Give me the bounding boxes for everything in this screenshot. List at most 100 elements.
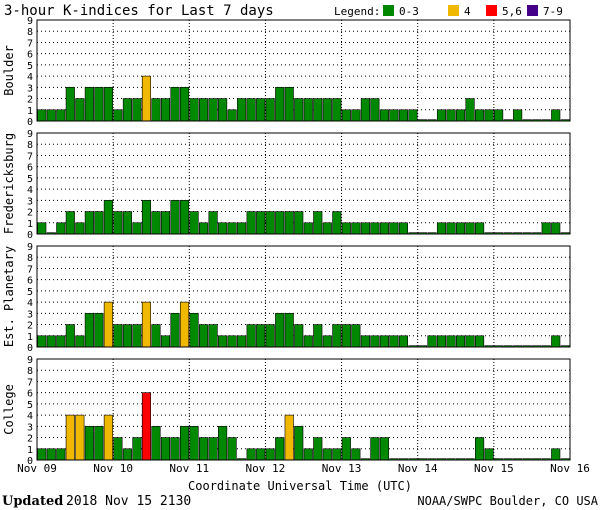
k-index-bar bbox=[65, 211, 75, 235]
k-index-bar bbox=[275, 211, 285, 235]
k-index-bar bbox=[132, 437, 142, 461]
k-index-bar bbox=[341, 109, 351, 122]
k-index-bar bbox=[103, 87, 113, 122]
k-index-bar bbox=[189, 211, 199, 235]
k-index-bar bbox=[484, 109, 494, 122]
k-index-bar bbox=[284, 313, 294, 348]
k-index-bar bbox=[551, 448, 561, 461]
k-index-bar bbox=[303, 222, 313, 235]
k-index-bar bbox=[122, 98, 132, 122]
k-index-bar bbox=[313, 211, 323, 235]
y-tick-label: 7 bbox=[27, 151, 33, 162]
legend-swatch bbox=[448, 5, 459, 16]
y-tick-label: 9 bbox=[27, 242, 33, 253]
k-index-bar bbox=[465, 98, 475, 122]
panel-label: Boulder bbox=[2, 45, 16, 96]
y-tick-label: 0 bbox=[27, 230, 33, 241]
k-index-bar bbox=[218, 335, 228, 348]
k-index-bar bbox=[313, 324, 323, 348]
k-index-bar bbox=[56, 109, 66, 122]
k-index-bar bbox=[218, 222, 228, 235]
x-tick-label: Nov 15 bbox=[474, 462, 514, 475]
k-index-bar bbox=[75, 335, 85, 348]
k-index-bar bbox=[332, 98, 342, 122]
k-index-bar bbox=[160, 437, 171, 461]
x-axis-label: Coordinate Universal Time (UTC) bbox=[188, 479, 412, 493]
k-index-bar bbox=[294, 211, 304, 235]
k-index-bar bbox=[160, 211, 171, 235]
y-tick-label: 0 bbox=[27, 343, 33, 354]
k-index-bar bbox=[65, 87, 75, 122]
k-index-bar bbox=[122, 448, 132, 461]
k-index-bar bbox=[256, 324, 266, 348]
k-index-bar bbox=[132, 324, 142, 348]
k-index-bar bbox=[84, 211, 94, 235]
k-index-bar bbox=[132, 222, 142, 235]
k-index-bar bbox=[341, 324, 351, 348]
k-index-bar bbox=[379, 222, 389, 235]
k-index-bar bbox=[294, 98, 304, 122]
k-index-bar bbox=[303, 98, 313, 122]
k-index-bar bbox=[370, 222, 380, 235]
k-index-bar bbox=[265, 448, 275, 461]
k-index-bar bbox=[189, 313, 199, 348]
k-index-bar bbox=[103, 414, 113, 461]
y-tick-label: 0 bbox=[27, 456, 33, 467]
k-index-bar bbox=[303, 448, 313, 461]
k-index-bar bbox=[475, 222, 485, 235]
k-index-bar bbox=[475, 335, 485, 348]
k-index-bar bbox=[379, 437, 389, 461]
k-index-bar bbox=[322, 222, 332, 235]
y-tick-label: 3 bbox=[27, 83, 33, 94]
k-index-bar bbox=[65, 414, 75, 461]
k-index-bar bbox=[103, 301, 113, 348]
k-index-bar bbox=[475, 437, 485, 461]
k-index-bar bbox=[494, 109, 504, 122]
k-index-bar bbox=[46, 335, 56, 348]
k-index-bar bbox=[113, 211, 123, 235]
y-tick-label: 2 bbox=[27, 208, 33, 219]
k-index-bar bbox=[332, 324, 342, 348]
k-index-bar bbox=[179, 200, 190, 235]
k-index-bar bbox=[189, 426, 199, 461]
k-index-bar bbox=[151, 211, 161, 235]
k-index-bar bbox=[227, 222, 237, 235]
y-tick-label: 4 bbox=[27, 411, 33, 422]
panel-label: Fredericksburg bbox=[2, 133, 16, 234]
k-index-bar bbox=[484, 448, 494, 461]
y-tick-label: 5 bbox=[27, 287, 33, 298]
k-index-bar bbox=[227, 109, 237, 122]
y-tick-label: 2 bbox=[27, 321, 33, 332]
k-index-bar bbox=[265, 324, 275, 348]
k-index-bar bbox=[322, 98, 332, 122]
k-index-bar bbox=[208, 211, 218, 235]
y-tick-label: 8 bbox=[27, 140, 33, 151]
k-index-bar bbox=[275, 313, 285, 348]
k-index-bar bbox=[75, 98, 85, 122]
y-tick-label: 1 bbox=[27, 106, 33, 117]
y-tick-label: 9 bbox=[27, 129, 33, 140]
k-index-bar bbox=[75, 222, 85, 235]
k-index-bar bbox=[398, 335, 408, 348]
k-index-bar bbox=[313, 98, 323, 122]
k-index-bar bbox=[551, 335, 561, 348]
y-tick-label: 8 bbox=[27, 253, 33, 264]
k-index-bar bbox=[189, 98, 199, 122]
k-index-bar bbox=[360, 335, 370, 348]
k-index-bar bbox=[246, 98, 256, 122]
x-tick-label: Nov 13 bbox=[322, 462, 362, 475]
k-index-bar bbox=[351, 109, 361, 122]
k-index-bar bbox=[446, 335, 456, 348]
k-index-bar bbox=[322, 448, 332, 461]
x-tick-label: Nov 12 bbox=[246, 462, 286, 475]
k-index-bar bbox=[46, 109, 56, 122]
k-index-bar bbox=[322, 335, 332, 348]
k-index-bar bbox=[398, 109, 408, 122]
k-index-bar bbox=[151, 426, 161, 461]
k-index-bar bbox=[37, 448, 47, 461]
panel-frame bbox=[36, 132, 571, 235]
k-index-bar bbox=[75, 414, 85, 461]
credit: NOAA/SWPC Boulder, CO USA bbox=[417, 494, 598, 508]
